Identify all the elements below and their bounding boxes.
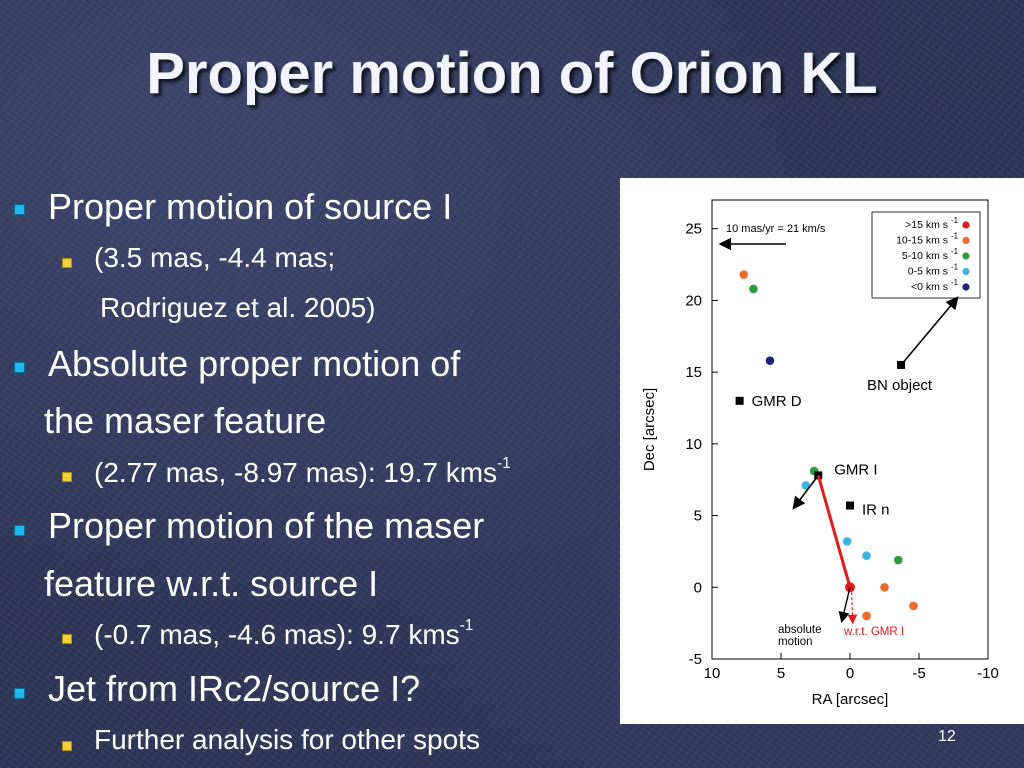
bullet-text: Jet from IRc2/source I? bbox=[48, 668, 421, 709]
legend-sup: -1 bbox=[951, 232, 959, 241]
sub-bullet-text: (-0.7 mas, -4.6 mas): 9.7 kms-1 bbox=[94, 617, 473, 651]
data-point bbox=[862, 611, 871, 621]
data-point bbox=[801, 481, 811, 490]
bullet-text-continuation: the maser feature bbox=[44, 400, 327, 441]
absolute-motion-label: absolute bbox=[778, 624, 821, 636]
gmr-i-motion-arrow bbox=[792, 474, 819, 510]
legend-label: >15 km s bbox=[905, 219, 948, 231]
sub-bullet-marker bbox=[62, 634, 72, 644]
bullet-text: Absolute proper motion of bbox=[48, 343, 461, 384]
proper-motion-chart: 10 5 0 -5 -10 -5 0 5 10 15 20 25 RA [arcsec] Dec [arc… bbox=[641, 199, 999, 708]
x-axis-label: RA [arcsec] bbox=[812, 691, 889, 708]
sub-bullet-marker bbox=[62, 258, 72, 268]
slide-title: Proper motion of Orion KL bbox=[146, 41, 878, 106]
sub-bullet-sup: -1 bbox=[497, 455, 511, 472]
bullet-marker bbox=[14, 525, 25, 536]
legend-marker bbox=[962, 221, 970, 229]
source-label-bn: BN object bbox=[867, 377, 933, 394]
bullet-marker bbox=[14, 204, 25, 215]
x-tick-label: -10 bbox=[977, 665, 999, 682]
legend-box bbox=[871, 211, 981, 299]
legend-label: <0 km s bbox=[911, 281, 948, 293]
source-label-gmr-d: GMR D bbox=[752, 393, 802, 410]
y-tick-label: 0 bbox=[694, 579, 702, 596]
relative-motion-arrow bbox=[847, 587, 858, 625]
y-axis-label: Dec [arcsec] bbox=[641, 388, 658, 471]
legend-sup: -1 bbox=[951, 278, 959, 287]
sub-bullet-text: (2.77 mas, -8.97 mas): 19.7 kms-1 bbox=[94, 455, 511, 489]
bullet-text: Proper motion of the maser bbox=[48, 505, 485, 546]
data-point bbox=[842, 537, 852, 546]
absolute-motion-label: motion bbox=[778, 636, 813, 648]
legend-marker bbox=[962, 236, 970, 245]
legend-label: 5-10 km s bbox=[902, 250, 948, 262]
data-point bbox=[909, 601, 918, 611]
x-tick-label: 10 bbox=[704, 665, 721, 682]
data-point bbox=[894, 555, 903, 565]
data-point bbox=[749, 284, 758, 294]
maser-offset-line bbox=[816, 474, 852, 588]
sub-bullet-text: (3.5 mas, -4.4 mas; bbox=[94, 242, 336, 273]
legend-label: 0-5 km s bbox=[908, 266, 948, 278]
legend-sup: -1 bbox=[951, 216, 959, 225]
sub-bullet-marker bbox=[62, 741, 72, 751]
chart-panel: 10 5 0 -5 -10 -5 0 5 10 15 20 25 RA [arcsec] Dec [arc… bbox=[620, 178, 1024, 724]
sub-bullet-text: Further analysis for other spots bbox=[94, 724, 480, 755]
source-label-irn: IR n bbox=[862, 502, 890, 519]
y-tick-label: -5 bbox=[689, 651, 702, 668]
page-number: 12 bbox=[938, 728, 956, 745]
y-tick-label: 25 bbox=[685, 221, 702, 238]
bullet-text-continuation: feature w.r.t. source I bbox=[44, 563, 379, 604]
legend-marker bbox=[962, 267, 970, 276]
legend-sup: -1 bbox=[951, 263, 959, 272]
sub-bullet-main: (2.77 mas, -8.97 mas): 19.7 kms bbox=[94, 456, 498, 488]
bullet-marker bbox=[14, 688, 25, 699]
y-tick-label: 15 bbox=[685, 364, 702, 381]
scale-label: 10 mas/yr = 21 km/s bbox=[726, 223, 826, 235]
y-tick-label: 20 bbox=[685, 292, 702, 309]
data-point bbox=[862, 551, 871, 561]
y-tick-label: 5 bbox=[694, 508, 702, 525]
bullet-marker bbox=[14, 362, 25, 373]
legend-marker bbox=[962, 283, 970, 291]
x-tick-label: 5 bbox=[777, 665, 785, 682]
sub-bullet-marker bbox=[62, 472, 72, 482]
data-point bbox=[739, 270, 749, 279]
legend-label: 10-15 km s bbox=[896, 235, 948, 247]
x-tick-label: -5 bbox=[912, 665, 925, 682]
source-marker bbox=[846, 501, 854, 510]
sub-bullet-sup: -1 bbox=[459, 617, 474, 634]
relative-motion-label: w.r.t. GMR I bbox=[843, 626, 904, 638]
data-point bbox=[765, 356, 775, 365]
sub-bullet-text-continuation: Rodriguez et al. 2005) bbox=[100, 292, 376, 323]
absolute-motion-arrow bbox=[838, 587, 851, 624]
legend-sup: -1 bbox=[951, 247, 959, 256]
source-marker bbox=[735, 396, 744, 405]
data-point bbox=[880, 582, 889, 592]
source-label-gmr-i: GMR I bbox=[834, 461, 877, 478]
bn-motion-arrow bbox=[900, 296, 959, 366]
legend-marker bbox=[962, 252, 970, 260]
x-tick-label: 0 bbox=[846, 665, 854, 682]
bullet-text: Proper motion of source I bbox=[48, 186, 453, 227]
y-tick-label: 10 bbox=[685, 436, 702, 453]
sub-bullet-main: (-0.7 mas, -4.6 mas): 9.7 kms bbox=[94, 618, 460, 650]
